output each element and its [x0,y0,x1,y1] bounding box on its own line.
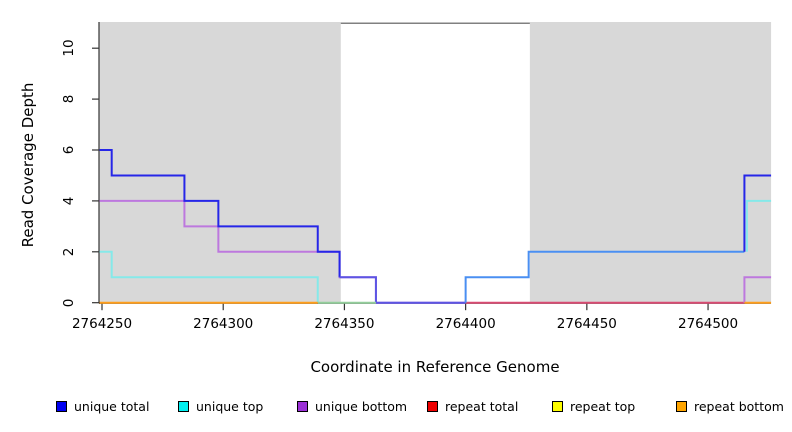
x-axis-title: Coordinate in Reference Genome [310,358,560,376]
shaded-region [99,22,341,304]
coverage-line [743,174,772,252]
x-tick-label: 2764300 [193,316,254,332]
legend-swatch [297,400,308,412]
shaded-region [529,22,772,304]
y-tick-label: 0 [61,298,77,307]
legend-item-repeat-total: repeat total [427,398,518,414]
legend-swatch [56,400,67,412]
legend-label: repeat top [570,398,636,414]
legend-item-repeat-top: repeat top [552,398,635,414]
legend-label: repeat total [445,398,519,414]
legend-label: repeat bottom [694,398,784,414]
legend-item-unique-total: unique total [56,398,149,414]
x-tick-label: 2764500 [677,316,739,332]
x-tick-label: 2764450 [556,316,617,332]
y-tick-label: 4 [61,196,77,206]
coverage-line [99,250,319,303]
y-tick-label: 2 [61,247,77,257]
y-tick-label: 6 [61,145,77,155]
coverage-line [464,250,745,303]
legend-item-repeat-bottom: repeat bottom [676,398,784,414]
x-tick-label: 2764350 [314,316,375,332]
coverage-line [743,276,772,303]
legend-swatch [427,400,438,412]
legend-item-unique-top: unique top [178,398,263,414]
coverage-line [339,276,466,304]
x-tick-label: 2764250 [71,316,133,332]
x-tick-label: 2764400 [435,316,496,332]
legend-label: unique bottom [315,398,408,414]
legend-label: unique top [196,398,264,414]
coverage-line [745,199,772,252]
legend-label: unique total [74,398,150,414]
y-axis-title: Read Coverage Depth [19,82,37,248]
legend-swatch [676,400,687,412]
y-tick-label: 10 [61,39,77,57]
coverage-line [99,149,341,278]
legend-swatch [178,400,189,412]
y-tick-label: 8 [61,94,77,104]
legend-item-unique-bottom: unique bottom [297,398,407,414]
legend-swatch [552,400,563,412]
